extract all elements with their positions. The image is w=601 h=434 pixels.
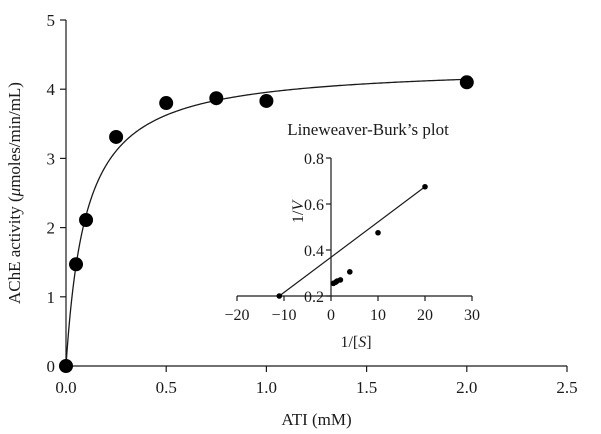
y-axis-title: AChE activity (μmoles/min/mL) [5,82,24,304]
data-point [59,359,73,373]
inset-y-tick-label: 0.6 [304,197,324,214]
data-point [259,93,274,108]
inset-x-tick-label: 20 [417,307,433,324]
y-tick-label: 3 [47,149,56,168]
inset-data-point [422,183,428,190]
data-point [69,257,84,272]
inset-plot: Lineweaver-Burk’s plot 0.2 0.4 0.6 0.8 −20 −10… [224,120,480,351]
y-tick-label: 2 [47,219,56,238]
y-tick-label: 4 [47,80,56,99]
inset-y-axis-title: 1/V [290,199,307,223]
inset-x-axis-title: 1/[S] [340,334,371,351]
inset-y-tick-label: 0.2 [304,289,324,306]
x-axis-title: ATI (mM) [281,410,351,429]
main-plot: 0 1 2 3 4 5 0.0 0.5 1.0 1.5 2.0 2.5 ATI (mM) AChE act… [5,11,578,429]
data-point [159,96,174,111]
inset-x-tick-label: −20 [224,307,249,324]
inset-data-point [337,277,344,283]
data-point [459,75,474,90]
inset-x-tick-label: 10 [370,307,386,324]
x-tick-label: 1.5 [356,378,377,397]
inset-fit-line [278,186,426,297]
data-point [209,91,224,106]
x-tick-label: 1.0 [256,378,277,397]
x-tick-label: 2.5 [556,378,577,397]
inset-data-point [347,269,353,275]
x-tick-label: 0.0 [55,378,76,397]
x-tick-label: 0.5 [156,378,177,397]
inset-x-tick-label: 0 [327,307,335,324]
y-tick-label: 5 [47,11,56,30]
data-point [79,212,94,227]
inset-y-tick-label: 0.4 [304,243,324,260]
inset-x-tick-label: −10 [271,307,296,324]
data-point [109,129,124,144]
x-tick-label: 2.0 [456,378,477,397]
inset-x-tick-label: 30 [464,307,480,324]
inset-data-point [375,229,381,236]
inset-title: Lineweaver-Burk’s plot [287,120,449,139]
inset-y-tick-label: 0.8 [304,151,324,168]
y-tick-label: 0 [47,357,56,376]
inset-data-point [276,293,283,299]
y-tick-label: 1 [47,288,56,307]
